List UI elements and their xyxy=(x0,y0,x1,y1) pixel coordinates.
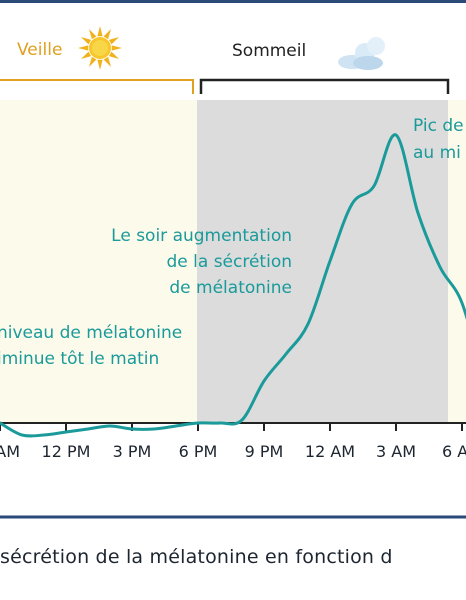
sun-ray xyxy=(97,26,103,37)
wake-label: Veille xyxy=(17,40,62,60)
peak-annotation-line1: Pic de xyxy=(413,116,464,136)
x-tick-label: 6 AM xyxy=(442,442,466,461)
x-tick-label: 3 AM xyxy=(376,442,416,461)
morning-annotation-line1: niveau de mélatonine xyxy=(0,323,182,343)
evening-annotation-line2: de la sécrétion xyxy=(167,252,293,272)
wake-band-left xyxy=(0,100,197,423)
wake-bracket xyxy=(0,79,194,94)
x-tick-label: 3 PM xyxy=(113,442,152,461)
sun-ray xyxy=(80,37,92,45)
x-tick-label: 12 AM xyxy=(305,442,355,461)
figure-caption: sécrétion de la mélatonine en fonction d xyxy=(0,546,393,568)
sun-ray xyxy=(103,28,111,40)
morning-annotation-line2: iminue tôt le matin xyxy=(0,349,159,369)
sun-ray xyxy=(80,51,92,59)
x-tick-label: 9 AM xyxy=(0,442,20,461)
wake-band-right xyxy=(448,100,466,423)
evening-annotation-line1: Le soir augmentation xyxy=(111,226,292,246)
melatonin-curve xyxy=(0,133,466,438)
moon-cloud-icon xyxy=(338,28,385,70)
evening-annotation-line3: de mélatonine xyxy=(169,278,292,298)
sun-icon xyxy=(78,26,122,70)
sun-ray xyxy=(78,45,89,51)
sun-ray xyxy=(108,37,120,45)
peak-annotation-line2: au mi xyxy=(413,143,461,163)
sun-ray xyxy=(97,59,103,70)
sun-ray xyxy=(89,56,97,68)
sun-ray xyxy=(89,28,97,40)
x-tick-label: 12 PM xyxy=(42,442,91,461)
x-tick-label: 6 PM xyxy=(179,442,218,461)
sun-ray xyxy=(111,45,122,51)
sun-ray xyxy=(103,56,111,68)
sleep-label: Sommeil xyxy=(232,41,306,61)
sleep-band xyxy=(197,100,448,423)
sleep-bracket xyxy=(199,78,450,94)
x-tick-label: 9 PM xyxy=(245,442,284,461)
sun-ray xyxy=(108,51,120,59)
